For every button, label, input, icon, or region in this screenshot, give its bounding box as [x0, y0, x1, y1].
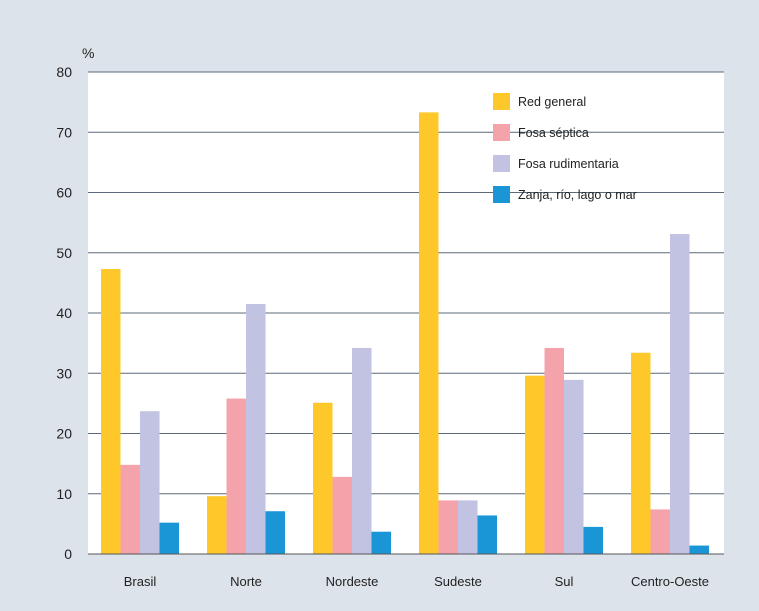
bar	[313, 402, 333, 554]
x-category-label: Brasil	[124, 574, 157, 589]
gridlines	[88, 71, 724, 495]
bar	[564, 379, 584, 554]
bar	[583, 526, 603, 554]
bar	[544, 347, 564, 554]
y-tick-label: 20	[56, 426, 72, 442]
bar	[140, 411, 160, 554]
x-category-label: Norte	[230, 574, 262, 589]
bar	[650, 509, 670, 554]
bar	[332, 476, 352, 554]
y-tick-label: 80	[56, 64, 72, 80]
x-category-label: Centro-Oeste	[631, 574, 709, 589]
bar	[207, 496, 227, 554]
y-unit-label: %	[82, 45, 94, 61]
bar	[371, 531, 391, 554]
bar	[352, 347, 372, 554]
bar	[458, 500, 478, 554]
bar	[265, 511, 285, 554]
y-tick-label: 70	[56, 124, 72, 140]
bar	[159, 522, 179, 554]
bar	[525, 375, 545, 554]
legend-swatch	[493, 124, 510, 141]
legend-swatch	[493, 93, 510, 110]
bar	[419, 112, 439, 555]
bar	[477, 515, 497, 554]
legend-swatch	[493, 186, 510, 203]
legend-label: Red general	[518, 95, 586, 109]
legend-swatch	[493, 155, 510, 172]
y-tick-label: 10	[56, 486, 72, 502]
y-tick-label: 30	[56, 365, 72, 381]
x-category-label: Sul	[555, 574, 574, 589]
bar	[226, 398, 246, 554]
bar	[246, 303, 266, 554]
x-category-label: Sudeste	[434, 574, 482, 589]
bar	[120, 464, 140, 554]
bar	[631, 352, 651, 554]
legend-label: Fosa rudimentaria	[518, 157, 619, 171]
bars	[101, 112, 709, 555]
y-tick-label: 50	[56, 245, 72, 261]
y-tick-label: 0	[64, 546, 72, 562]
legend: Red general Fosa séptica Fosa rudimentaria…	[493, 93, 637, 203]
legend-label: Fosa séptica	[518, 126, 589, 140]
bar	[101, 269, 121, 554]
bar	[438, 500, 458, 554]
y-tick-label: 40	[56, 305, 72, 321]
x-category-labels: Brasil Norte Nordeste Sudeste Sul Centro-Oest…	[124, 574, 709, 589]
bar	[670, 234, 690, 554]
legend-label: Zanja, río, lago o mar	[518, 188, 637, 202]
x-category-label: Nordeste	[326, 574, 379, 589]
y-tick-labels: 0 10 20 30 40 50 60 70 80	[56, 64, 72, 562]
y-tick-label: 60	[56, 185, 72, 201]
bar	[689, 545, 709, 554]
